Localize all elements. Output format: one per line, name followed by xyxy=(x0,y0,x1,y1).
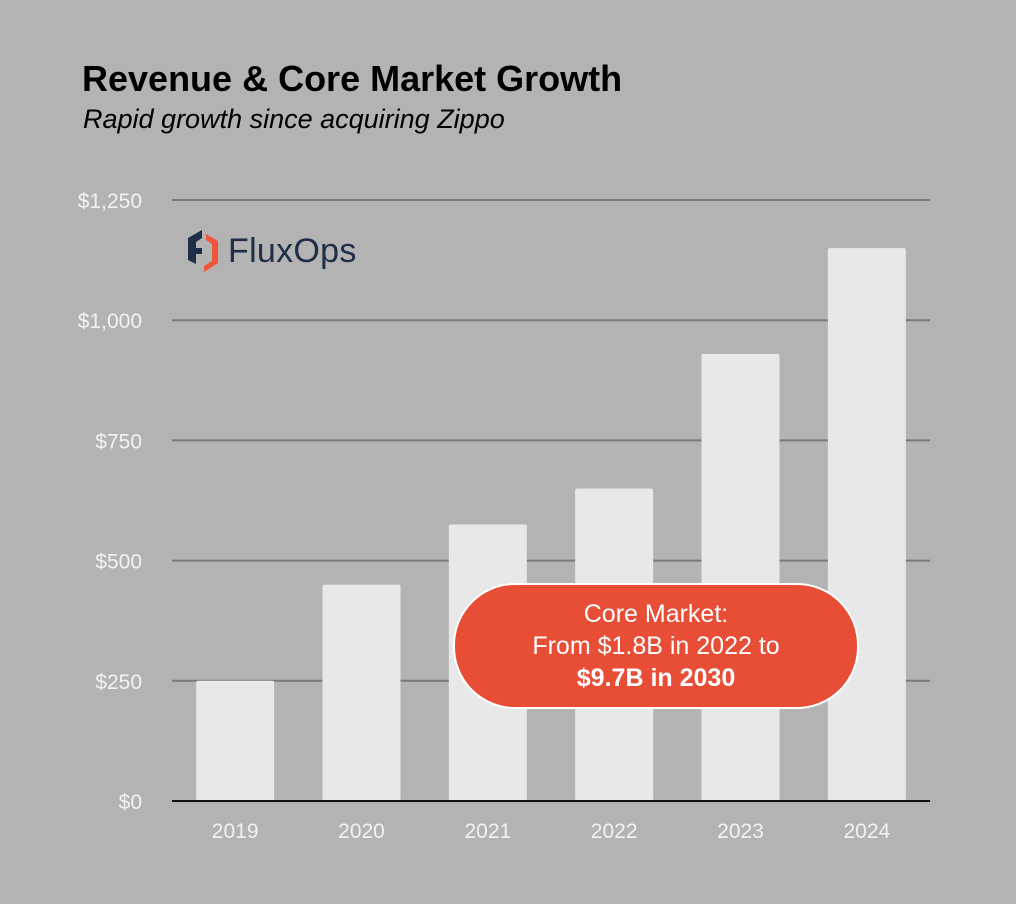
y-tick-label: $0 xyxy=(119,791,142,814)
callout-line-1: Core Market: xyxy=(583,600,729,628)
x-tick-label: 2023 xyxy=(717,820,764,843)
x-tick-label: 2024 xyxy=(843,820,890,843)
callout-line-2: From $1.8B in 2022 to xyxy=(532,632,780,660)
y-tick-label: $1,000 xyxy=(78,310,142,333)
chart-title: Revenue & Core Market Growth xyxy=(82,58,623,99)
callout-line-3: $9.7B in 2030 xyxy=(576,664,736,692)
fluxops-logo-icon xyxy=(188,230,218,272)
fluxops-logo: FluxOps xyxy=(186,228,357,274)
core-market-callout: Core Market: From $1.8B in 2022 to $9.7B… xyxy=(453,583,859,709)
logo-text: FluxOps xyxy=(228,231,357,270)
y-tick-label: $500 xyxy=(95,551,142,574)
x-tick-label: 2020 xyxy=(338,820,385,843)
x-tick-label: 2021 xyxy=(464,820,511,843)
bar-2019 xyxy=(196,680,275,801)
y-tick-label: $1,250 xyxy=(78,190,142,213)
chart-subtitle: Rapid growth since acquiring Zippo xyxy=(83,104,505,134)
bar-2024 xyxy=(827,248,906,801)
x-tick-label: 2022 xyxy=(591,820,638,843)
x-tick-label: 2019 xyxy=(212,820,259,843)
bar-2023 xyxy=(701,353,780,801)
bar-2020 xyxy=(322,584,401,801)
y-tick-label: $250 xyxy=(95,671,142,694)
y-tick-label: $750 xyxy=(95,430,142,453)
